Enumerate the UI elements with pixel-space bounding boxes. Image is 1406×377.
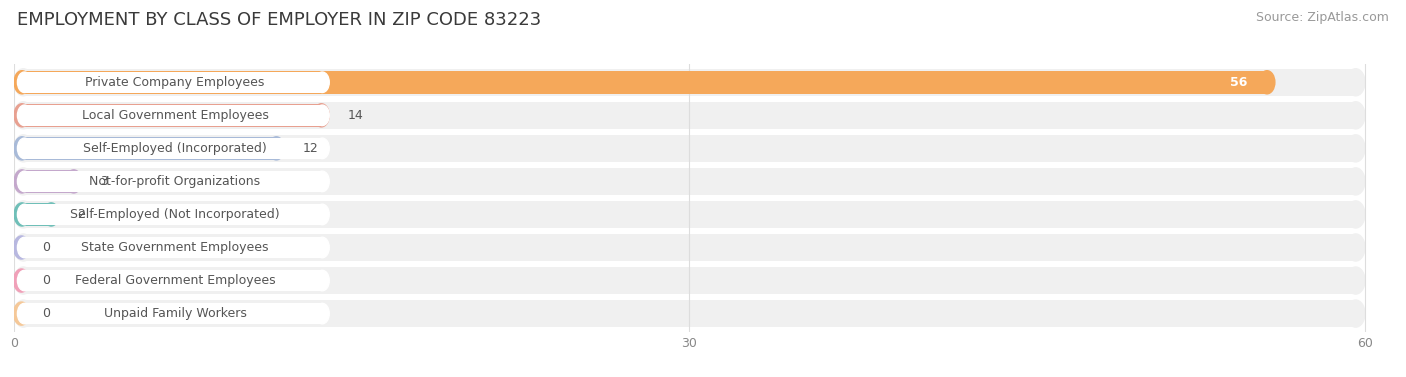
Circle shape [1347, 300, 1365, 327]
Circle shape [315, 138, 329, 159]
Circle shape [1347, 69, 1365, 96]
Bar [22, 137, 277, 160]
Circle shape [269, 137, 284, 160]
Circle shape [14, 168, 32, 195]
Circle shape [1347, 201, 1365, 228]
Circle shape [14, 201, 32, 228]
Circle shape [44, 203, 59, 226]
Bar [24, 171, 322, 192]
Circle shape [315, 270, 329, 291]
Circle shape [315, 72, 329, 92]
Circle shape [14, 104, 30, 127]
Circle shape [14, 203, 30, 226]
Circle shape [1347, 267, 1365, 294]
Circle shape [17, 72, 31, 92]
Circle shape [14, 300, 32, 327]
Bar [24, 300, 1355, 327]
Circle shape [14, 71, 30, 94]
Circle shape [315, 303, 329, 324]
Circle shape [17, 303, 31, 324]
Circle shape [66, 170, 82, 193]
Circle shape [1347, 168, 1365, 195]
Circle shape [1347, 102, 1365, 129]
Circle shape [14, 236, 30, 259]
Circle shape [14, 102, 32, 129]
Circle shape [17, 171, 31, 192]
Circle shape [1347, 135, 1365, 162]
Bar [24, 234, 1355, 261]
Circle shape [1260, 71, 1275, 94]
Text: 56: 56 [1230, 76, 1249, 89]
Bar [24, 237, 322, 258]
Circle shape [17, 138, 31, 159]
Circle shape [315, 204, 329, 225]
Text: Self-Employed (Incorporated): Self-Employed (Incorporated) [83, 142, 267, 155]
Text: Local Government Employees: Local Government Employees [82, 109, 269, 122]
Circle shape [17, 204, 31, 225]
Circle shape [315, 237, 329, 258]
Bar [24, 135, 1355, 162]
Bar [24, 267, 1355, 294]
Text: Source: ZipAtlas.com: Source: ZipAtlas.com [1256, 11, 1389, 24]
Bar [24, 138, 322, 159]
Bar [24, 105, 322, 126]
Text: Federal Government Employees: Federal Government Employees [75, 274, 276, 287]
Circle shape [314, 104, 329, 127]
Circle shape [17, 237, 31, 258]
Circle shape [14, 135, 32, 162]
Bar [22, 104, 322, 127]
Circle shape [315, 171, 329, 192]
Bar [24, 72, 322, 92]
Text: EMPLOYMENT BY CLASS OF EMPLOYER IN ZIP CODE 83223: EMPLOYMENT BY CLASS OF EMPLOYER IN ZIP C… [17, 11, 541, 29]
Circle shape [1347, 234, 1365, 261]
Text: 0: 0 [42, 274, 51, 287]
Text: Self-Employed (Not Incorporated): Self-Employed (Not Incorporated) [70, 208, 280, 221]
Text: 2: 2 [77, 208, 84, 221]
Bar [22, 71, 1267, 94]
Text: 12: 12 [302, 142, 318, 155]
Bar [24, 102, 1355, 129]
Circle shape [315, 105, 329, 126]
Circle shape [17, 105, 31, 126]
Circle shape [14, 69, 32, 96]
Bar [24, 204, 322, 225]
Text: 0: 0 [42, 307, 51, 320]
Text: State Government Employees: State Government Employees [82, 241, 269, 254]
Circle shape [14, 234, 32, 261]
Bar [24, 69, 1355, 96]
Text: 14: 14 [347, 109, 363, 122]
Bar [22, 203, 51, 226]
Circle shape [14, 302, 30, 325]
Bar [24, 270, 322, 291]
Bar [24, 168, 1355, 195]
Bar [22, 170, 73, 193]
Circle shape [14, 170, 30, 193]
Circle shape [14, 267, 32, 294]
Bar [24, 303, 322, 324]
Text: 3: 3 [100, 175, 107, 188]
Circle shape [17, 270, 31, 291]
Text: Not-for-profit Organizations: Not-for-profit Organizations [90, 175, 260, 188]
Text: Private Company Employees: Private Company Employees [86, 76, 264, 89]
Circle shape [14, 137, 30, 160]
Bar [24, 201, 1355, 228]
Circle shape [14, 269, 30, 292]
Text: Unpaid Family Workers: Unpaid Family Workers [104, 307, 246, 320]
Text: 0: 0 [42, 241, 51, 254]
